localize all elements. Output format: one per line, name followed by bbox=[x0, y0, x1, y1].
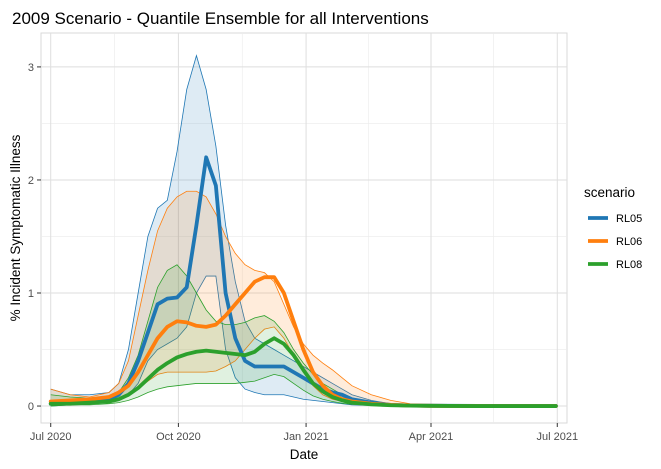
ribbon-rl08 bbox=[50, 264, 556, 407]
legend-label-rl06: RL06 bbox=[616, 236, 642, 248]
x-tick-label: Jan 2021 bbox=[283, 431, 328, 443]
ribbon-rl05 bbox=[50, 55, 556, 407]
y-tick-label: 1 bbox=[28, 288, 34, 300]
y-tick-label: 0 bbox=[28, 401, 34, 413]
legend-label-rl08: RL08 bbox=[616, 259, 642, 271]
legend-label-rl05: RL05 bbox=[616, 213, 642, 225]
x-axis: Jul 2020 Oct 2020 Jan 2021 Apr 2021 Jul 2021 bbox=[30, 423, 578, 443]
ribbon-rl06 bbox=[50, 191, 556, 407]
y-tick-label: 2 bbox=[28, 175, 34, 187]
series-lines bbox=[48, 155, 558, 408]
legend-title: scenario bbox=[584, 185, 635, 200]
x-axis-title: Date bbox=[290, 447, 319, 462]
legend: scenario RL05 RL06 RL08 bbox=[584, 185, 642, 271]
y-tick-label: 3 bbox=[28, 62, 34, 74]
series-line-rl08 bbox=[48, 336, 558, 408]
x-tick-label: Jul 2021 bbox=[536, 431, 578, 443]
chart-title: 2009 Scenario - Quantile Ensemble for al… bbox=[12, 9, 429, 28]
x-tick-label: Jul 2020 bbox=[30, 431, 72, 443]
y-axis-title: % Incident Symptomatic Illness bbox=[8, 134, 23, 321]
y-axis: 0 1 2 3 bbox=[28, 62, 41, 413]
x-tick-label: Oct 2020 bbox=[156, 431, 201, 443]
upper-bound-rl06 bbox=[50, 190, 556, 407]
x-tick-label: Apr 2021 bbox=[409, 431, 454, 443]
